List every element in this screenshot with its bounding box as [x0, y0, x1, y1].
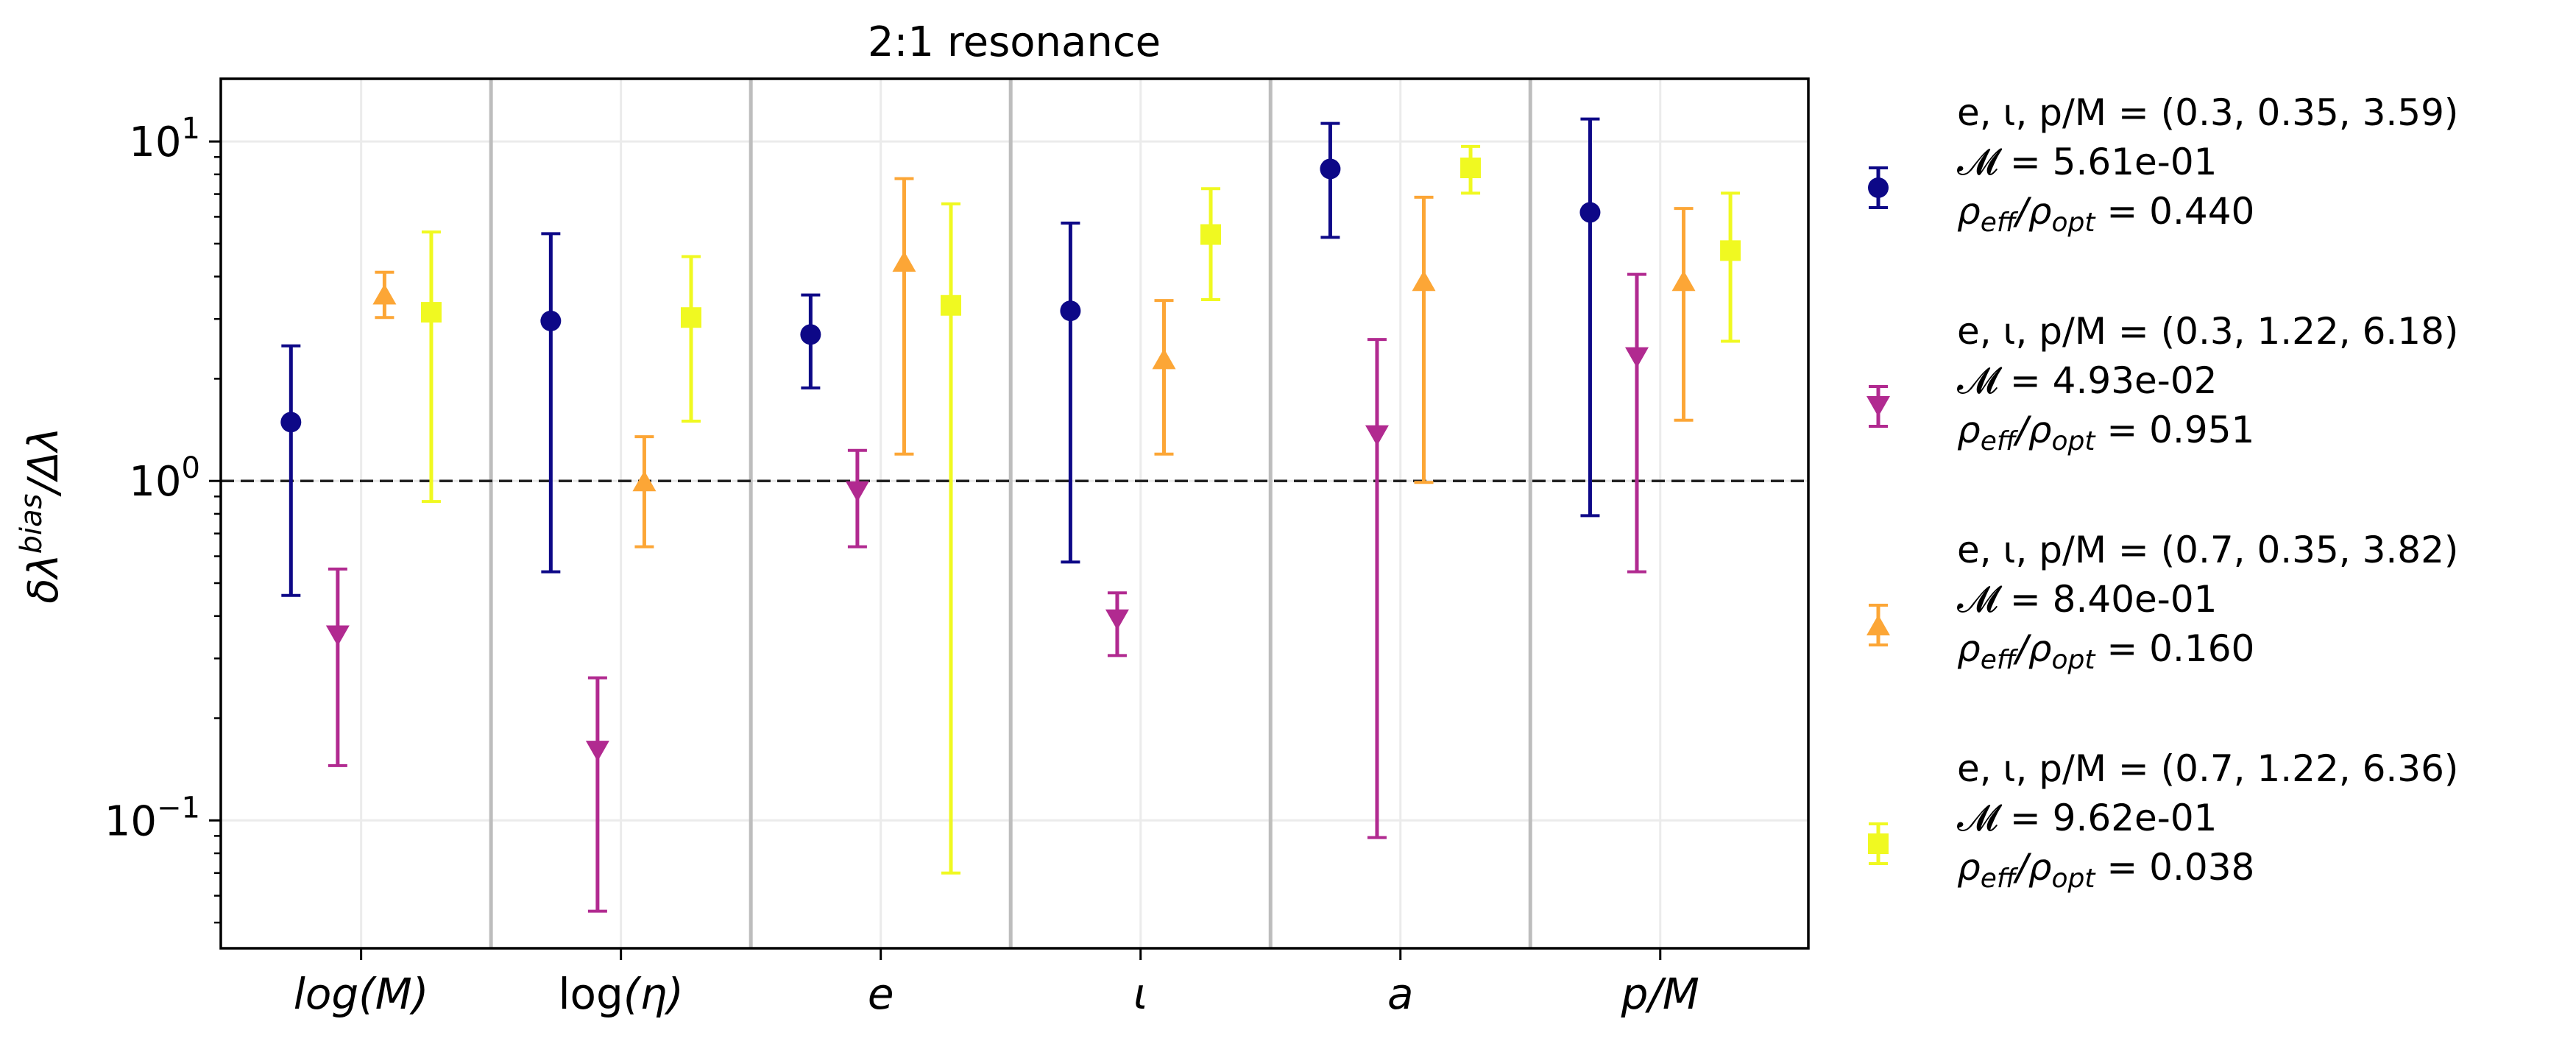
- data-point: [680, 255, 701, 423]
- x-tick-label: log(η): [558, 969, 683, 1019]
- data-point: [325, 567, 350, 767]
- data-point: [845, 448, 869, 549]
- data-marks: [280, 117, 1741, 913]
- data-point: [372, 270, 397, 320]
- legend-snr-ratio: ρeff/ρopt = 0.038: [1957, 846, 2254, 894]
- legend-params: e, ι, p/M = (0.3, 1.22, 6.18): [1957, 310, 2458, 353]
- marker-triangle-down: [845, 481, 869, 502]
- data-point: [420, 230, 442, 504]
- x-tick-label: log(M): [294, 969, 429, 1019]
- marker-triangle-up: [1671, 270, 1696, 292]
- data-point: [1105, 591, 1129, 657]
- x-axis: log(M) log(η) e ι a p/M: [294, 948, 1699, 1019]
- legend-mismatch: 𝓜 = 8.40e-01: [1957, 578, 2217, 621]
- series-4: [420, 144, 1741, 875]
- series-2: [325, 272, 1649, 913]
- legend: e, ι, p/M = (0.3, 0.35, 3.59) 𝓜 = 5.61e-0…: [1866, 91, 2458, 894]
- legend-entry-4: e, ι, p/M = (0.7, 1.22, 6.36) 𝓜 = 9.62e-0…: [1868, 747, 2458, 894]
- data-point: [1060, 221, 1081, 564]
- marker-circle: [800, 324, 821, 345]
- legend-mismatch: 𝓜 = 9.62e-01: [1957, 797, 2217, 839]
- data-point: [1365, 338, 1389, 839]
- marker-triangle-down: [1105, 609, 1129, 630]
- legend-entry-3: e, ι, p/M = (0.7, 0.35, 3.82) 𝓜 = 8.40e-0…: [1866, 529, 2458, 675]
- legend-marker-triangle-down: [1866, 396, 1890, 417]
- legend-params: e, ι, p/M = (0.7, 0.35, 3.82): [1957, 529, 2458, 571]
- x-tick-label: a: [1387, 969, 1414, 1019]
- data-point: [1200, 187, 1222, 302]
- marker-triangle-up: [892, 251, 916, 272]
- legend-params: e, ι, p/M = (0.3, 0.35, 3.59): [1957, 91, 2458, 134]
- data-point: [1720, 191, 1741, 343]
- legend-params: e, ι, p/M = (0.7, 1.22, 6.36): [1957, 747, 2458, 790]
- data-point: [1671, 207, 1696, 422]
- marker-triangle-up: [1152, 348, 1176, 370]
- marker-circle: [1579, 202, 1601, 223]
- data-point: [892, 177, 916, 456]
- marker-square: [1720, 240, 1741, 261]
- data-point: [800, 293, 821, 389]
- data-point: [1320, 121, 1341, 239]
- series-3: [372, 177, 1696, 549]
- data-point: [1579, 117, 1601, 518]
- legend-entry-1: e, ι, p/M = (0.3, 0.35, 3.59) 𝓜 = 5.61e-0…: [1868, 91, 2458, 238]
- x-tick-label: ι: [1133, 969, 1148, 1019]
- data-point: [941, 202, 962, 875]
- marker-triangle-down: [585, 741, 609, 762]
- marker-triangle-up: [1412, 270, 1436, 292]
- y-axis: 10−1 100 101: [105, 112, 221, 924]
- marker-circle: [280, 412, 302, 433]
- legend-snr-ratio: ρeff/ρopt = 0.440: [1957, 190, 2254, 238]
- grid: [221, 79, 1808, 948]
- group-separators: [489, 79, 1532, 948]
- marker-circle: [1320, 158, 1341, 180]
- data-point: [1152, 299, 1176, 456]
- y-axis-label: δλbias/Δλ: [15, 427, 68, 604]
- marker-square: [941, 294, 962, 316]
- legend-marker-circle: [1868, 177, 1889, 198]
- series-1: [280, 117, 1601, 597]
- data-point: [280, 344, 302, 597]
- x-tick-label: e: [868, 969, 894, 1019]
- marker-triangle-down: [1625, 347, 1649, 368]
- chart-title: 2:1 resonance: [868, 18, 1161, 66]
- marker-triangle-up: [372, 283, 397, 305]
- data-point: [1625, 272, 1649, 574]
- legend-entry-2: e, ι, p/M = (0.3, 1.22, 6.18) 𝓜 = 4.93e-0…: [1866, 310, 2458, 456]
- data-point: [632, 435, 657, 549]
- marker-square: [680, 307, 701, 328]
- marker-circle: [540, 310, 562, 331]
- marker-square: [1200, 224, 1222, 245]
- legend-marker-triangle-up: [1866, 615, 1890, 635]
- marker-square: [420, 302, 442, 323]
- plot-frame: [219, 77, 1810, 950]
- legend-snr-ratio: ρeff/ρopt = 0.160: [1957, 627, 2254, 675]
- legend-mismatch: 𝓜 = 5.61e-01: [1957, 141, 2217, 183]
- data-point: [1460, 144, 1482, 195]
- marker-square: [1460, 158, 1482, 179]
- marker-triangle-down: [325, 625, 350, 646]
- marker-circle: [1060, 300, 1081, 322]
- data-point: [1412, 195, 1436, 484]
- y-tick-label: 100: [129, 451, 200, 506]
- marker-triangle-down: [1365, 425, 1389, 446]
- legend-snr-ratio: ρeff/ρopt = 0.951: [1957, 409, 2254, 456]
- marker-triangle-up: [632, 470, 657, 492]
- legend-mismatch: 𝓜 = 4.93e-02: [1957, 359, 2217, 402]
- legend-marker-square: [1868, 833, 1889, 854]
- data-point: [585, 676, 609, 913]
- x-tick-label: p/M: [1621, 969, 1699, 1019]
- y-tick-label: 10−1: [105, 791, 200, 845]
- data-point: [540, 232, 562, 574]
- y-tick-label: 101: [129, 112, 200, 166]
